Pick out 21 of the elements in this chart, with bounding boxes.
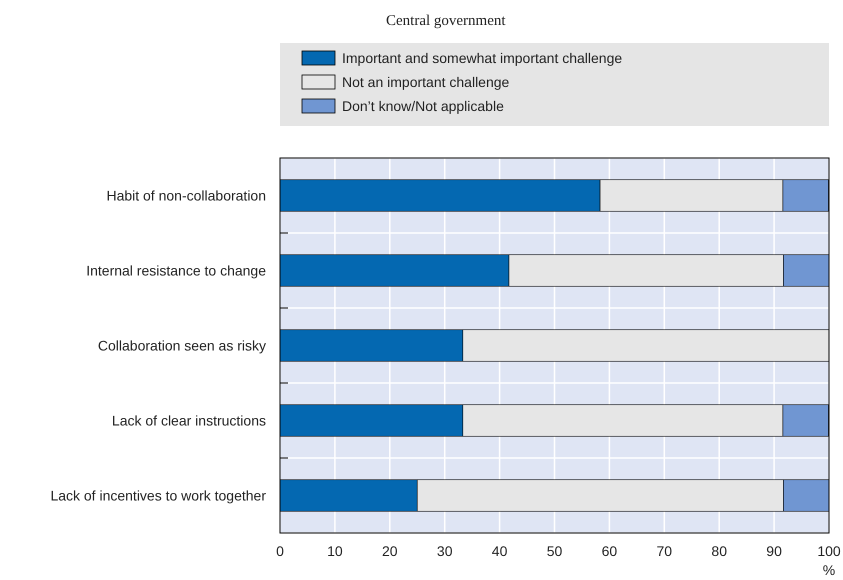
chart-title: Central government <box>386 13 506 29</box>
legend-label: Not an important challenge <box>342 74 510 90</box>
y-tick-label: Lack of clear instructions <box>112 412 266 428</box>
x-axis-title: % <box>822 562 836 578</box>
y-tick-label: Collaboration seen as risky <box>98 338 266 354</box>
y-tick-label: Internal resistance to change <box>86 262 266 278</box>
x-tick-label: 10 <box>327 543 343 559</box>
x-tick-label: 70 <box>656 543 672 559</box>
x-tick-label: 80 <box>711 543 728 559</box>
legend-label: Important and somewhat important challenge <box>342 50 622 66</box>
x-tick-label: 30 <box>436 543 453 559</box>
x-tick-label: 90 <box>766 543 782 559</box>
x-tick-label: 40 <box>492 543 508 559</box>
y-tick-label: Lack of incentives to work together <box>50 488 266 504</box>
x-tick-label: 100 <box>817 543 841 559</box>
x-tick-label: 60 <box>602 543 618 559</box>
legend-label: Don’t know/Not applicable <box>342 98 504 114</box>
x-tick-label: 0 <box>276 543 284 559</box>
y-tick-label: Habit of non-collaboration <box>106 188 266 204</box>
x-tick-label: 50 <box>546 543 562 559</box>
x-tick-label: 20 <box>382 543 398 559</box>
